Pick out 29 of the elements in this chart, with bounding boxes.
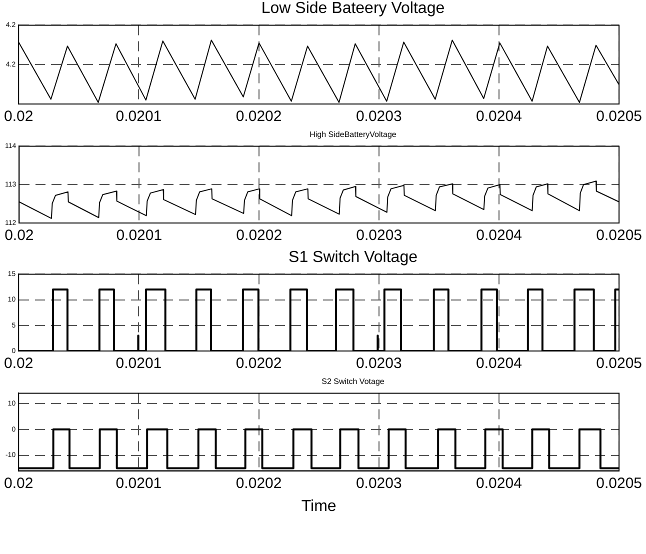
x-tick-label: 0.0203 xyxy=(356,355,402,372)
x-tick-label: 0.0204 xyxy=(476,474,522,492)
x-tick-label: 0.0202 xyxy=(236,355,282,372)
x-tick-label: 0.0203 xyxy=(356,108,402,126)
chart-title: Low Side Bateery Voltage xyxy=(260,0,446,18)
x-tick-label: 0.0202 xyxy=(236,474,282,492)
x-tick-label: 0.0201 xyxy=(116,474,162,492)
x-axis-title: Time xyxy=(301,498,336,515)
chart-title: S1 Switch Voltage xyxy=(288,249,418,267)
x-tick-label: 0.0202 xyxy=(236,227,282,244)
x-tick-label: 0.0205 xyxy=(596,108,642,126)
x-tick-label: 0.0204 xyxy=(476,227,522,244)
x-tick-label: 0.0201 xyxy=(116,227,162,244)
x-tick-label: 0.02 xyxy=(4,227,34,244)
x-tick-label: 0.02 xyxy=(4,108,34,126)
x-tick-label: 0.0205 xyxy=(596,474,642,492)
chart-title: S2 Switch Votage xyxy=(320,377,386,386)
x-tick-label: 0.0201 xyxy=(116,108,162,126)
chart-title: High SideBatteryVoltage xyxy=(308,130,398,139)
x-tick-label: 0.0205 xyxy=(596,355,642,372)
x-tick-label: 0.02 xyxy=(4,474,34,492)
x-tick-label: 0.0203 xyxy=(356,474,402,492)
x-tick-label: 0.0204 xyxy=(476,355,522,372)
x-tick-label: 0.0204 xyxy=(476,108,522,126)
x-tick-label: 0.0201 xyxy=(116,355,162,372)
x-tick-label: 0.0203 xyxy=(356,227,402,244)
x-tick-label: 0.02 xyxy=(4,355,34,372)
x-tick-label: 0.0205 xyxy=(596,227,642,244)
x-tick-label: 0.0202 xyxy=(236,108,282,126)
